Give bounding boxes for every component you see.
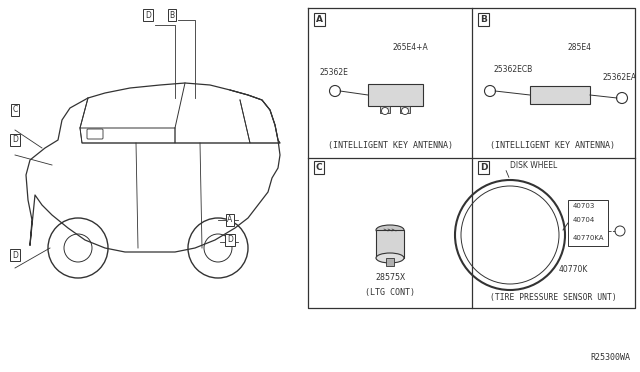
Text: D: D	[480, 163, 488, 172]
Text: R25300WA: R25300WA	[590, 353, 630, 362]
Circle shape	[381, 108, 388, 115]
Circle shape	[188, 218, 248, 278]
Circle shape	[616, 93, 627, 103]
Text: B: B	[480, 15, 487, 24]
Circle shape	[330, 86, 340, 96]
Text: D: D	[12, 135, 18, 144]
Text: D: D	[12, 250, 18, 260]
Circle shape	[455, 180, 565, 290]
Text: (TIRE PRESSURE SENSOR UNT): (TIRE PRESSURE SENSOR UNT)	[490, 293, 616, 302]
Circle shape	[615, 226, 625, 236]
Text: 40704: 40704	[573, 217, 595, 223]
Text: D: D	[227, 235, 233, 244]
Ellipse shape	[376, 253, 404, 263]
Text: A: A	[227, 215, 232, 224]
Circle shape	[401, 108, 408, 115]
Text: (LTG CONT): (LTG CONT)	[365, 288, 415, 297]
FancyBboxPatch shape	[87, 129, 103, 139]
Bar	[568, 200, 608, 246]
Text: C: C	[316, 163, 323, 172]
Bar	[376, 230, 404, 258]
Text: B: B	[170, 10, 175, 19]
Text: C: C	[12, 106, 18, 115]
Text: 40770K: 40770K	[558, 265, 588, 274]
Text: 25362EA: 25362EA	[603, 73, 637, 82]
Circle shape	[64, 234, 92, 262]
Text: 25362ECB: 25362ECB	[493, 65, 532, 74]
Bar	[380, 106, 390, 113]
Circle shape	[484, 86, 495, 96]
Text: D: D	[145, 10, 151, 19]
Text: 25362E: 25362E	[319, 68, 348, 77]
Text: A: A	[316, 15, 323, 24]
Circle shape	[461, 186, 559, 284]
Text: (INTELLIGENT KEY ANTENNA): (INTELLIGENT KEY ANTENNA)	[328, 141, 452, 150]
Text: 28575X: 28575X	[375, 273, 405, 282]
Text: 40770KA: 40770KA	[573, 235, 605, 241]
Bar	[386, 258, 394, 266]
Bar	[368, 84, 423, 106]
Text: DISK WHEEL: DISK WHEEL	[510, 161, 557, 170]
Circle shape	[204, 234, 232, 262]
Bar	[530, 86, 590, 104]
Text: 265E4+A: 265E4+A	[392, 43, 428, 52]
Text: 40703: 40703	[573, 203, 595, 209]
Text: 285E4: 285E4	[568, 43, 592, 52]
Ellipse shape	[376, 225, 404, 235]
Bar	[400, 106, 410, 113]
Circle shape	[48, 218, 108, 278]
Text: (INTELLIGENT KEY ANTENNA): (INTELLIGENT KEY ANTENNA)	[490, 141, 616, 150]
